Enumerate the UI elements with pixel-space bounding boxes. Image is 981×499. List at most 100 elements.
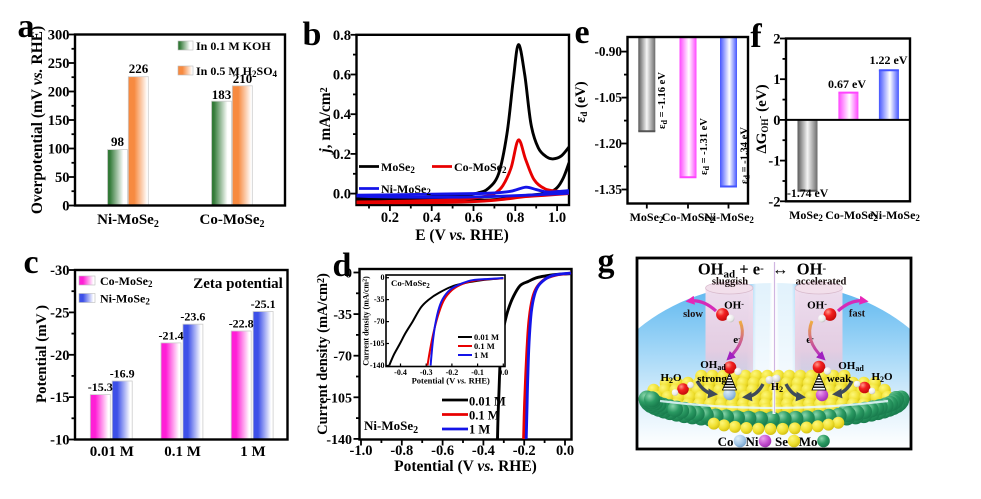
svg-text:Potential (mV ): Potential (mV ) xyxy=(34,305,50,403)
svg-text:0: 0 xyxy=(381,273,385,282)
svg-text:Ni-MoSe2: Ni-MoSe2 xyxy=(100,292,150,307)
svg-text:300: 300 xyxy=(48,28,70,44)
svg-text:-70: -70 xyxy=(333,350,352,365)
svg-text:0.8: 0.8 xyxy=(506,210,524,226)
svg-text:1: 1 xyxy=(773,72,780,88)
svg-text:d: d xyxy=(333,247,352,284)
svg-text:g: g xyxy=(598,243,615,280)
svg-text:Ni-MoSe2: Ni-MoSe2 xyxy=(381,182,431,197)
svg-text:In 0.1 M KOH: In 0.1 M KOH xyxy=(196,39,271,53)
svg-text:weak: weak xyxy=(827,373,852,385)
svg-text:1.0: 1.0 xyxy=(548,210,566,226)
svg-text:0.2: 0.2 xyxy=(333,147,351,163)
svg-text:f: f xyxy=(750,18,762,55)
svg-text:1 M: 1 M xyxy=(469,423,490,437)
svg-text:MoSe2: MoSe2 xyxy=(381,160,415,175)
svg-text:sluggish: sluggish xyxy=(712,277,748,288)
svg-text:H2: H2 xyxy=(771,382,783,394)
svg-text:Co-MoSe2: Co-MoSe2 xyxy=(391,278,430,290)
svg-text:100: 100 xyxy=(48,142,70,158)
svg-text:0.01 M: 0.01 M xyxy=(474,332,499,342)
svg-text:Se: Se xyxy=(775,434,788,449)
svg-text:OHad: OHad xyxy=(700,359,726,372)
svg-text:accelerated: accelerated xyxy=(796,277,847,288)
svg-text:-23.6: -23.6 xyxy=(180,310,205,324)
svg-text:-20: -20 xyxy=(50,348,69,364)
svg-text:-1.35: -1.35 xyxy=(595,182,623,197)
svg-text:Co-MoSe2: Co-MoSe2 xyxy=(662,210,715,225)
svg-text:εd (eV): εd (eV) xyxy=(573,81,589,122)
svg-text:0.0: 0.0 xyxy=(333,187,351,203)
svg-text:-0.3: -0.3 xyxy=(420,368,433,377)
svg-text:-105: -105 xyxy=(326,391,352,406)
svg-text:-35: -35 xyxy=(374,295,385,304)
svg-text:0.1 M: 0.1 M xyxy=(474,341,495,351)
svg-text:fast: fast xyxy=(849,309,866,320)
svg-text:-140: -140 xyxy=(326,433,352,448)
svg-text:Current density (mA/cm2): Current density (mA/cm2) xyxy=(315,273,331,435)
svg-text:-1: -1 xyxy=(768,154,780,170)
svg-text:0: 0 xyxy=(62,199,69,215)
svg-text:εd = -1.16 eV: εd = -1.16 eV xyxy=(657,72,669,129)
svg-text:MoSe2: MoSe2 xyxy=(630,210,664,225)
svg-text:Ni-MoSe2: Ni-MoSe2 xyxy=(97,212,159,230)
svg-text:OH-: OH- xyxy=(724,299,744,311)
svg-text:-0.8: -0.8 xyxy=(390,443,413,459)
svg-text:c: c xyxy=(23,244,38,281)
svg-text:-0.2: -0.2 xyxy=(513,443,536,459)
svg-text:1.22 eV: 1.22 eV xyxy=(870,53,908,67)
svg-text:0.6: 0.6 xyxy=(333,68,351,84)
svg-text:183: 183 xyxy=(212,87,232,102)
svg-text:Ni-MoSe2: Ni-MoSe2 xyxy=(364,418,418,436)
svg-text:98: 98 xyxy=(111,134,125,149)
svg-text:0.01 M: 0.01 M xyxy=(90,444,134,460)
svg-text:-1.20: -1.20 xyxy=(595,136,623,151)
svg-text:In 0.5 M H2SO4: In 0.5 M H2SO4 xyxy=(196,64,278,79)
svg-text:e-: e- xyxy=(733,334,741,346)
svg-text:-1.74 eV: -1.74 eV xyxy=(787,186,829,200)
svg-text:150: 150 xyxy=(48,113,70,129)
svg-text:-2: -2 xyxy=(768,194,780,210)
svg-text:-0.4: -0.4 xyxy=(472,443,495,459)
svg-text:-0.2: -0.2 xyxy=(446,368,459,377)
svg-text:-0.4: -0.4 xyxy=(394,368,407,377)
svg-text:H2O: H2O xyxy=(660,372,682,385)
svg-text:-0.6: -0.6 xyxy=(431,443,454,459)
svg-text:strong: strong xyxy=(697,373,727,385)
svg-text:e: e xyxy=(574,14,589,51)
svg-text:0.1 M: 0.1 M xyxy=(469,409,500,423)
svg-text:Co: Co xyxy=(718,434,734,449)
svg-text:-70: -70 xyxy=(374,317,385,326)
svg-text:εd = -1.34 eV: εd = -1.34 eV xyxy=(740,127,752,184)
svg-text:1 M: 1 M xyxy=(240,444,265,460)
svg-text:50: 50 xyxy=(55,170,70,186)
svg-text:2: 2 xyxy=(773,32,780,48)
svg-text:0.6: 0.6 xyxy=(464,210,482,226)
svg-text:Overpotential (mV vs. RHE): Overpotential (mV vs. RHE) xyxy=(29,26,46,214)
svg-text:Zeta potential: Zeta potential xyxy=(193,276,283,292)
svg-text:Ni: Ni xyxy=(746,434,759,449)
svg-text:OH-: OH- xyxy=(807,299,827,311)
svg-text:-30: -30 xyxy=(50,263,69,279)
svg-text:-0.1: -0.1 xyxy=(471,368,484,377)
svg-text:Co-MoSe2: Co-MoSe2 xyxy=(825,208,878,223)
svg-text:0.8: 0.8 xyxy=(333,28,351,44)
svg-text:0: 0 xyxy=(345,267,352,282)
svg-text:Potential (V vs. RHE): Potential (V vs. RHE) xyxy=(394,458,537,475)
svg-text:slow: slow xyxy=(683,309,703,320)
svg-text:0.0: 0.0 xyxy=(556,443,574,459)
svg-text:-0.90: -0.90 xyxy=(595,44,623,59)
svg-text:0.4: 0.4 xyxy=(423,210,441,226)
svg-text:0.2: 0.2 xyxy=(381,210,399,226)
svg-text:Co-MoSe2: Co-MoSe2 xyxy=(200,212,265,230)
svg-text:-140: -140 xyxy=(370,361,385,370)
svg-text:MoSe2: MoSe2 xyxy=(789,208,823,223)
svg-text:Co-MoSe2: Co-MoSe2 xyxy=(454,160,507,175)
svg-text:200: 200 xyxy=(48,85,70,101)
svg-text:0.1 M: 0.1 M xyxy=(164,444,201,460)
svg-text:Current density (mA/cm2): Current density (mA/cm2) xyxy=(362,276,371,366)
svg-text:b: b xyxy=(303,16,322,53)
svg-text:-25: -25 xyxy=(50,305,69,321)
svg-text:1 M: 1 M xyxy=(474,350,488,360)
svg-text:0.0: 0.0 xyxy=(498,368,508,377)
